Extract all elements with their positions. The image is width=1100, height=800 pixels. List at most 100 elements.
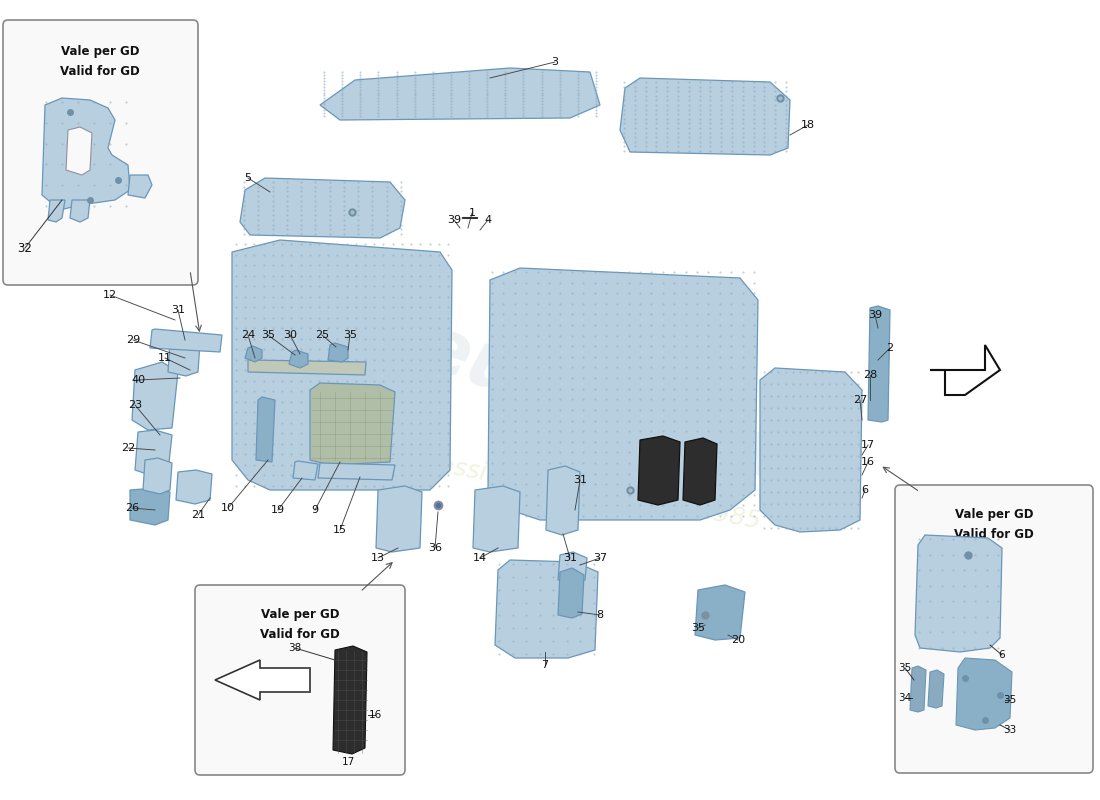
- Text: europarts: europarts: [408, 310, 832, 510]
- Text: 14: 14: [473, 553, 487, 563]
- Text: 27: 27: [852, 395, 867, 405]
- Text: 34: 34: [899, 693, 912, 703]
- Polygon shape: [320, 68, 600, 120]
- Text: 18: 18: [801, 120, 815, 130]
- Text: 10: 10: [221, 503, 235, 513]
- Text: 32: 32: [18, 242, 32, 254]
- Polygon shape: [495, 560, 598, 658]
- Polygon shape: [70, 200, 90, 222]
- Text: 22: 22: [121, 443, 135, 453]
- Text: 30: 30: [283, 330, 297, 340]
- Text: 35: 35: [261, 330, 275, 340]
- Text: 33: 33: [1003, 725, 1016, 735]
- Text: 23: 23: [128, 400, 142, 410]
- Polygon shape: [638, 436, 680, 505]
- Polygon shape: [168, 338, 200, 376]
- Text: 4: 4: [484, 215, 492, 225]
- Polygon shape: [128, 175, 152, 198]
- Polygon shape: [214, 660, 310, 700]
- Text: 16: 16: [368, 710, 382, 720]
- Text: Valid for GD: Valid for GD: [954, 528, 1034, 541]
- Polygon shape: [48, 200, 65, 222]
- Text: 26: 26: [125, 503, 139, 513]
- Text: 38: 38: [288, 643, 301, 653]
- Polygon shape: [245, 346, 262, 362]
- Text: 7: 7: [541, 660, 549, 670]
- Text: 31: 31: [170, 305, 185, 315]
- Polygon shape: [293, 461, 318, 480]
- Text: 39: 39: [868, 310, 882, 320]
- Text: Valid for GD: Valid for GD: [260, 628, 340, 641]
- Polygon shape: [910, 666, 926, 712]
- Polygon shape: [333, 646, 367, 754]
- Text: 21: 21: [191, 510, 205, 520]
- Text: 15: 15: [333, 525, 346, 535]
- Polygon shape: [289, 350, 308, 368]
- Polygon shape: [620, 78, 790, 155]
- Polygon shape: [376, 486, 422, 552]
- Text: 20: 20: [730, 635, 745, 645]
- Text: 17: 17: [861, 440, 876, 450]
- Polygon shape: [683, 438, 717, 505]
- Text: Valid for GD: Valid for GD: [60, 65, 140, 78]
- Text: 29: 29: [125, 335, 140, 345]
- Text: 24: 24: [241, 330, 255, 340]
- Text: 19: 19: [271, 505, 285, 515]
- Polygon shape: [760, 368, 862, 532]
- Polygon shape: [135, 430, 172, 475]
- Polygon shape: [546, 466, 580, 535]
- Polygon shape: [558, 568, 584, 618]
- Text: 11: 11: [158, 353, 172, 363]
- Text: Vale per GD: Vale per GD: [261, 608, 339, 621]
- Text: 1: 1: [469, 208, 475, 218]
- Text: 37: 37: [593, 553, 607, 563]
- Polygon shape: [66, 127, 92, 175]
- Text: 17: 17: [341, 757, 354, 767]
- Polygon shape: [868, 306, 890, 422]
- Polygon shape: [928, 670, 944, 708]
- Polygon shape: [695, 585, 745, 640]
- Text: 13: 13: [371, 553, 385, 563]
- Polygon shape: [956, 658, 1012, 730]
- Polygon shape: [488, 268, 758, 520]
- Text: 8: 8: [596, 610, 604, 620]
- Text: 6: 6: [861, 485, 869, 495]
- Polygon shape: [473, 486, 520, 552]
- Text: 16: 16: [861, 457, 875, 467]
- Polygon shape: [256, 397, 275, 462]
- Text: 28: 28: [862, 370, 877, 380]
- Text: 25: 25: [315, 330, 329, 340]
- Polygon shape: [132, 362, 178, 430]
- Polygon shape: [143, 458, 172, 494]
- Text: 40: 40: [131, 375, 145, 385]
- Text: 36: 36: [428, 543, 442, 553]
- Text: 31: 31: [563, 553, 578, 563]
- Polygon shape: [558, 552, 587, 584]
- Polygon shape: [240, 178, 405, 238]
- Polygon shape: [232, 240, 452, 490]
- Polygon shape: [176, 470, 212, 504]
- Text: 9: 9: [311, 505, 319, 515]
- Polygon shape: [310, 383, 395, 465]
- Text: 6: 6: [999, 650, 1005, 660]
- Text: Vale per GD: Vale per GD: [60, 45, 140, 58]
- Text: 35: 35: [1003, 695, 1016, 705]
- Polygon shape: [318, 463, 395, 480]
- FancyBboxPatch shape: [195, 585, 405, 775]
- Text: 3: 3: [551, 57, 559, 67]
- Text: 2: 2: [887, 343, 893, 353]
- Polygon shape: [930, 345, 1000, 395]
- Polygon shape: [915, 535, 1002, 652]
- Text: a passion for cars since 1985: a passion for cars since 1985: [398, 446, 762, 534]
- Text: 35: 35: [343, 330, 358, 340]
- Text: 5: 5: [244, 173, 252, 183]
- FancyBboxPatch shape: [3, 20, 198, 285]
- Text: 35: 35: [691, 623, 705, 633]
- Polygon shape: [130, 488, 170, 525]
- Polygon shape: [42, 98, 130, 210]
- Polygon shape: [328, 343, 348, 362]
- Polygon shape: [150, 329, 222, 352]
- Text: 12: 12: [103, 290, 117, 300]
- Polygon shape: [248, 358, 366, 375]
- Text: Vale per GD: Vale per GD: [955, 508, 1033, 521]
